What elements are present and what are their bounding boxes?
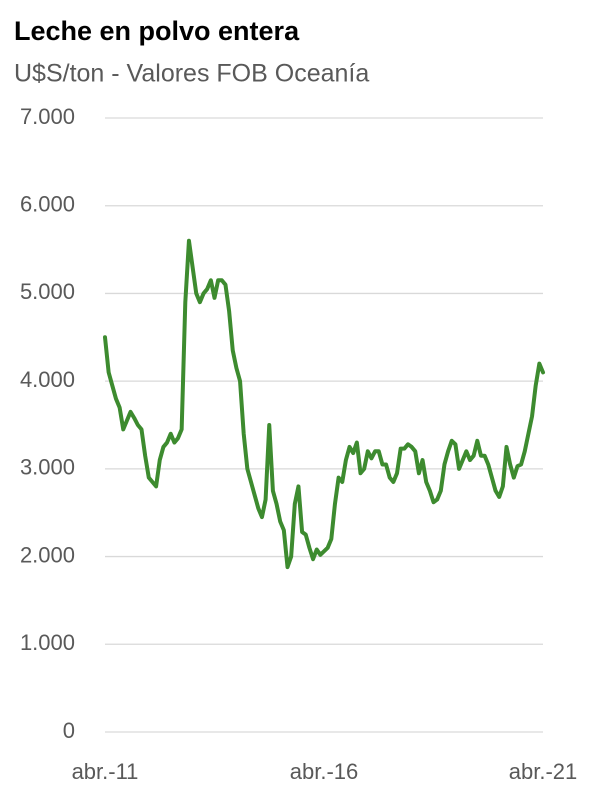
y-tick-label: 3.000 [20,455,75,480]
y-tick-label: 7.000 [20,104,75,129]
x-tick-label: abr.-11 [72,759,139,784]
y-tick-label: 4.000 [20,367,75,392]
y-tick-label: 0 [63,718,75,743]
y-tick-label: 1.000 [20,630,75,655]
x-tick-label: abr.-16 [290,759,359,784]
chart-subtitle: U$S/ton - Valores FOB Oceanía [14,60,369,88]
data-line [103,238,545,570]
x-tick-label: abr.-21 [509,759,578,784]
y-tick-label: 5.000 [20,279,75,304]
y-tick-label: 2.000 [20,542,75,567]
chart-title: Leche en polvo entera [14,16,300,46]
y-tick-label: 6.000 [20,192,75,217]
